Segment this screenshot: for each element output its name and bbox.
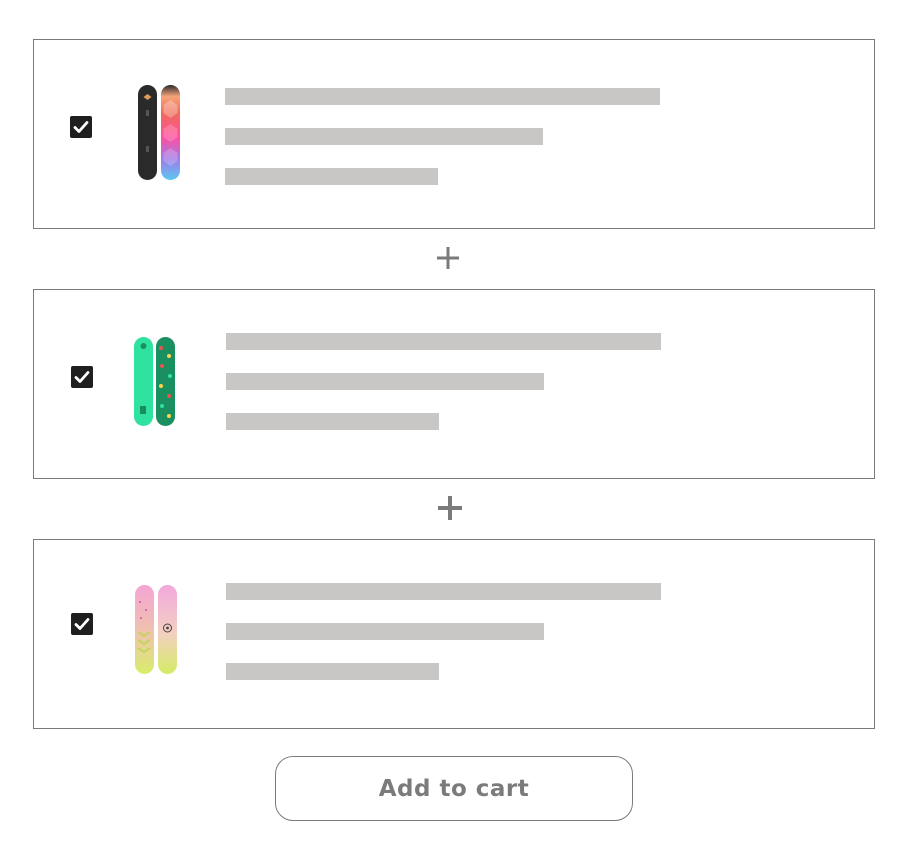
plus-icon (437, 247, 459, 269)
placeholder-line (226, 413, 439, 430)
add-to-cart-button[interactable]: Add to cart (275, 756, 633, 821)
checkmark-icon (73, 121, 89, 133)
item-checkbox[interactable] (71, 366, 93, 388)
bundle-item-card (33, 39, 875, 229)
bundle-item-card (33, 539, 875, 729)
placeholder-line (225, 128, 543, 145)
checkmark-icon (74, 618, 90, 630)
snowboard-black-and-gradient-icon (129, 80, 189, 184)
checkmark-icon (74, 371, 90, 383)
placeholder-line (226, 583, 661, 600)
snowboard-green-pattern-icon (126, 334, 186, 430)
placeholder-line (225, 88, 660, 105)
placeholder-line (226, 373, 544, 390)
item-checkbox[interactable] (71, 613, 93, 635)
item-checkbox[interactable] (70, 116, 92, 138)
placeholder-line (226, 333, 661, 350)
bundle-item-card (33, 289, 875, 479)
placeholder-line (226, 623, 544, 640)
placeholder-line (225, 168, 438, 185)
placeholder-line (226, 663, 439, 680)
snowboard-pink-yellow-icon (126, 582, 186, 678)
plus-icon (438, 496, 462, 520)
